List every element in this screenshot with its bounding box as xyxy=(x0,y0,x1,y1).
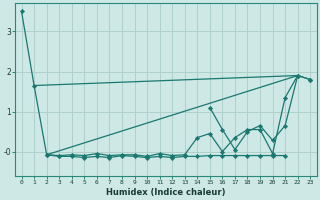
X-axis label: Humidex (Indice chaleur): Humidex (Indice chaleur) xyxy=(106,188,226,197)
